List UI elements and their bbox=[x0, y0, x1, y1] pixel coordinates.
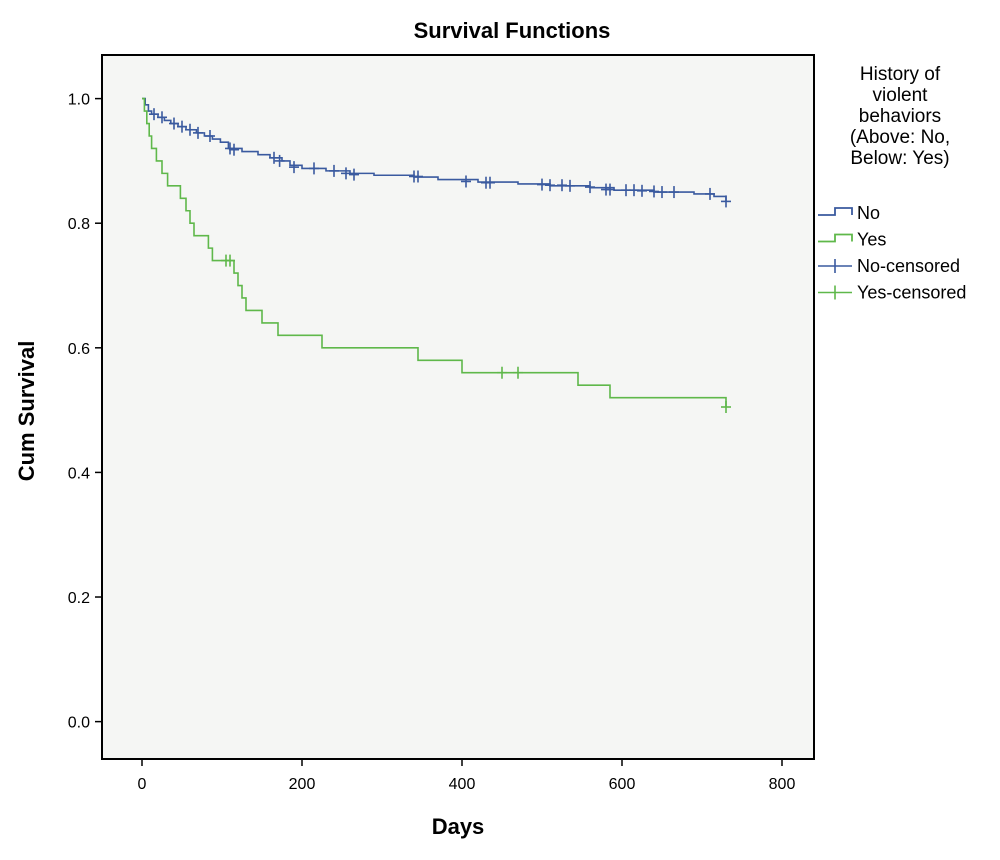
legend-title-line: History of bbox=[860, 64, 941, 85]
censor-mark-no bbox=[565, 179, 575, 192]
legend-label-yes-censored: Yes-censored bbox=[857, 283, 966, 303]
censor-mark-no bbox=[637, 184, 647, 197]
censor-mark-yes bbox=[497, 366, 507, 379]
y-axis-ticks: 0.0 0.2 0.4 0.6 0.8 1.0 bbox=[68, 92, 102, 732]
censor-mark-no bbox=[205, 129, 215, 142]
y-tick-label: 0.2 bbox=[68, 590, 90, 607]
x-tick-label: 200 bbox=[289, 776, 316, 793]
censor-mark-no bbox=[169, 117, 179, 130]
legend-item-no: No bbox=[818, 203, 880, 223]
chart-title: Survival Functions bbox=[414, 18, 611, 43]
y-axis-title: Cum Survival bbox=[14, 341, 39, 482]
censor-mark-no bbox=[413, 170, 423, 183]
censor-mark-no bbox=[605, 183, 615, 196]
x-tick-label: 800 bbox=[769, 776, 796, 793]
censor-mark-no bbox=[461, 175, 471, 188]
censor-mark-no bbox=[185, 123, 195, 136]
censor-mark-yes bbox=[225, 254, 235, 267]
censor-mark-no bbox=[705, 187, 715, 200]
legend-title-line: violent bbox=[873, 85, 929, 106]
legend-label-no: No bbox=[857, 203, 880, 223]
legend-swatch-no bbox=[818, 207, 853, 216]
censor-mark-no bbox=[229, 143, 239, 156]
legend-title-line: Below: Yes) bbox=[850, 148, 949, 169]
censor-mark-no bbox=[585, 181, 595, 194]
x-tick-label: 0 bbox=[138, 776, 147, 793]
censor-mark-no bbox=[149, 108, 159, 121]
censor-mark-no bbox=[329, 164, 339, 177]
censor-mark-no bbox=[669, 186, 679, 199]
y-tick-label: 0.6 bbox=[68, 341, 90, 358]
legend-item-no-censored: No-censored bbox=[818, 256, 960, 276]
y-tick-label: 0.4 bbox=[68, 465, 90, 482]
legend-item-yes-censored: Yes-censored bbox=[818, 283, 966, 303]
censor-mark-no bbox=[289, 161, 299, 174]
censor-mark-no bbox=[545, 179, 555, 192]
y-tick-label: 1.0 bbox=[68, 92, 90, 109]
legend-item-yes: Yes bbox=[818, 230, 886, 250]
censor-mark-no bbox=[269, 151, 279, 164]
censor-mark-no bbox=[177, 120, 187, 133]
series-layer bbox=[142, 97, 731, 413]
censor-mark-no bbox=[157, 111, 167, 124]
censor-mark-yes bbox=[721, 401, 731, 413]
legend-label-no-censored: No-censored bbox=[857, 256, 960, 276]
x-tick-label: 400 bbox=[449, 776, 476, 793]
y-tick-label: 0.0 bbox=[68, 715, 90, 732]
legend-swatch-yes bbox=[818, 233, 853, 243]
censor-mark-yes bbox=[513, 366, 523, 379]
censor-mark-no bbox=[309, 162, 319, 175]
series-yes-line bbox=[142, 97, 727, 407]
x-axis-ticks: 0 200 400 600 800 bbox=[138, 759, 796, 793]
y-tick-label: 0.8 bbox=[68, 216, 90, 233]
censor-mark-no bbox=[349, 168, 359, 181]
x-axis-title: Days bbox=[432, 814, 485, 839]
censor-mark-no bbox=[485, 176, 495, 189]
legend-title-line: (Above: No, bbox=[850, 127, 950, 148]
censor-mark-no bbox=[341, 167, 351, 180]
legend-title-line: behaviors bbox=[859, 106, 941, 127]
censor-mark-no bbox=[193, 126, 203, 139]
x-tick-label: 600 bbox=[609, 776, 636, 793]
plot-area bbox=[101, 54, 815, 760]
censor-mark-no bbox=[657, 186, 667, 199]
censor-mark-no bbox=[721, 195, 731, 208]
legend-label-yes: Yes bbox=[857, 230, 886, 250]
censor-mark-no bbox=[274, 154, 285, 167]
